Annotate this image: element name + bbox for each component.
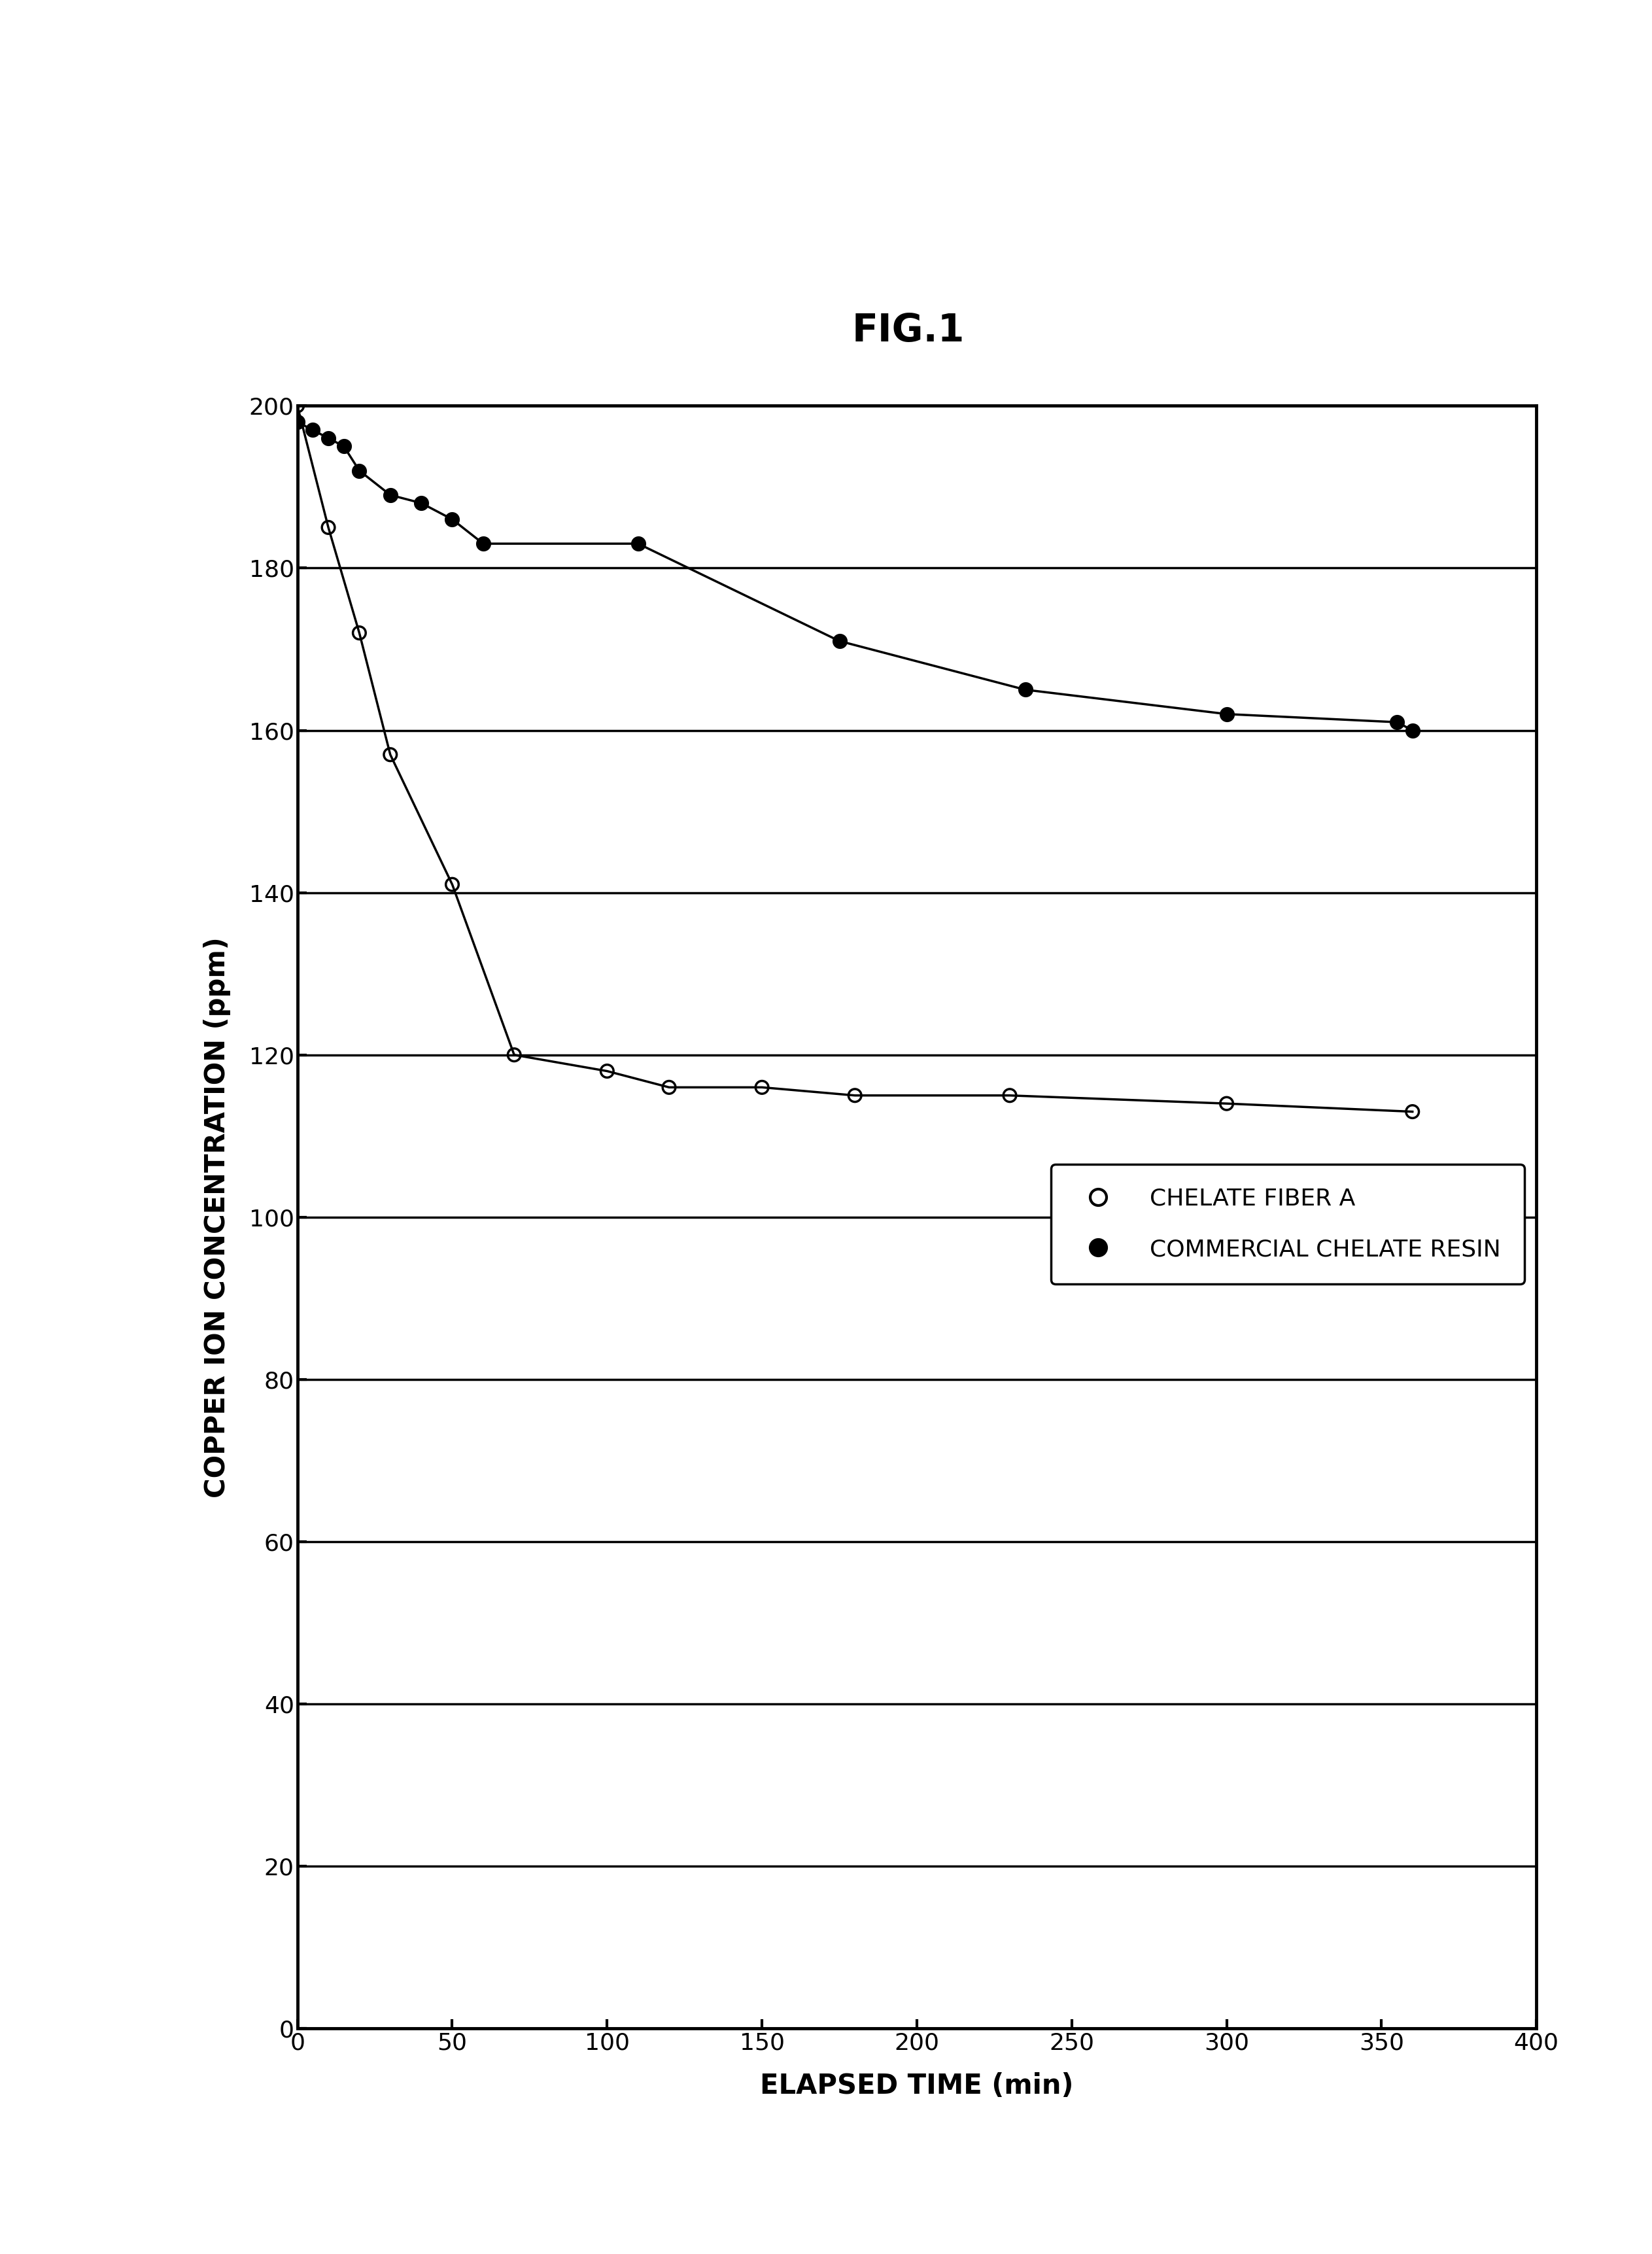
Point xyxy=(624,525,651,561)
Point xyxy=(996,1077,1023,1113)
Point xyxy=(316,509,342,545)
Point xyxy=(330,428,357,464)
Point xyxy=(316,419,342,455)
Point xyxy=(826,622,852,658)
Point xyxy=(469,525,496,561)
Point xyxy=(377,737,403,773)
Point xyxy=(439,866,466,902)
Legend: CHELATE FIBER A, COMMERCIAL CHELATE RESIN: CHELATE FIBER A, COMMERCIAL CHELATE RESI… xyxy=(1051,1163,1525,1285)
X-axis label: ELAPSED TIME (min): ELAPSED TIME (min) xyxy=(760,2071,1074,2101)
Point xyxy=(656,1068,682,1104)
Point xyxy=(284,403,311,440)
Point xyxy=(1213,1086,1239,1122)
Point xyxy=(345,453,372,489)
Point xyxy=(345,615,372,651)
Point xyxy=(1399,1093,1426,1129)
Point xyxy=(299,412,325,449)
Point xyxy=(439,500,466,536)
Text: FIG.1: FIG.1 xyxy=(852,311,965,349)
Point xyxy=(501,1037,527,1073)
Point xyxy=(377,478,403,514)
Point xyxy=(1384,703,1411,739)
Point xyxy=(408,485,434,521)
Point xyxy=(841,1077,869,1113)
Point xyxy=(593,1053,620,1089)
Point xyxy=(1213,696,1239,733)
Point xyxy=(1013,672,1039,708)
Point xyxy=(284,388,311,424)
Point xyxy=(1399,712,1426,748)
Point xyxy=(748,1068,775,1104)
Y-axis label: COPPER ION CONCENTRATION (ppm): COPPER ION CONCENTRATION (ppm) xyxy=(203,938,231,1497)
